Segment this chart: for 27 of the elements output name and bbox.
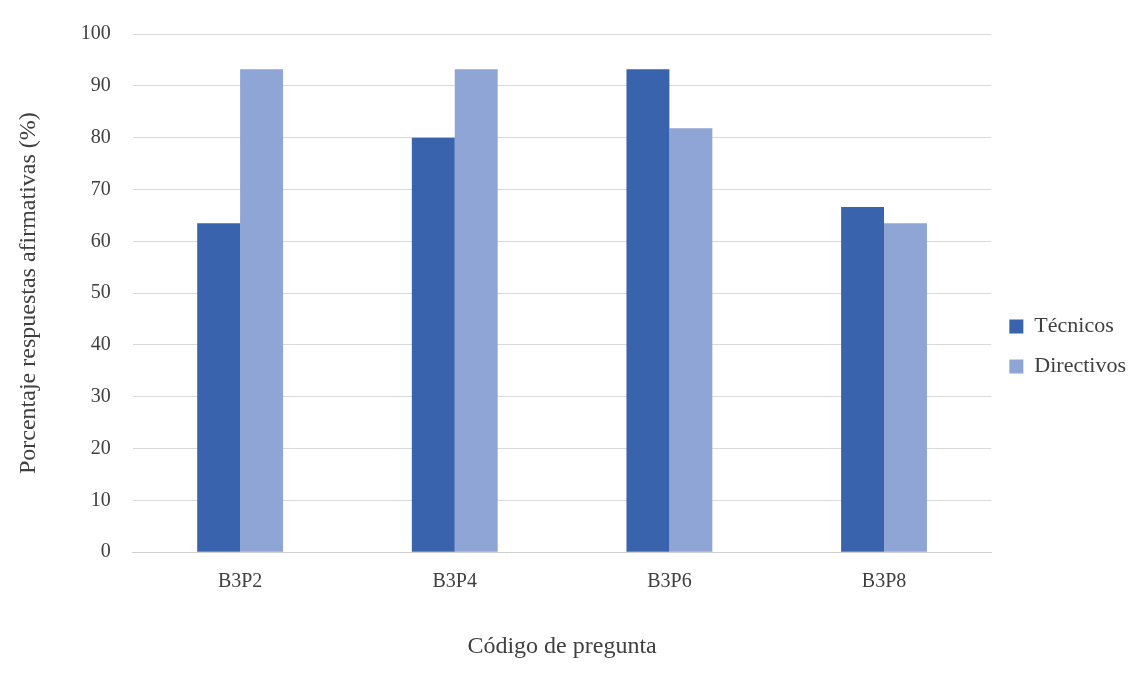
y-tick-label: 80 xyxy=(90,124,111,147)
bar xyxy=(240,69,284,552)
x-tick-label: B3P4 xyxy=(432,569,477,592)
y-tick-label: 100 xyxy=(80,21,111,44)
bar xyxy=(841,207,885,552)
x-tick-label: B3P8 xyxy=(861,569,907,592)
bar xyxy=(197,223,241,552)
y-tick-label: 20 xyxy=(90,435,111,458)
y-tick-label: 60 xyxy=(90,228,111,251)
y-tick-label: 0 xyxy=(100,539,111,562)
bar xyxy=(884,223,927,552)
bar xyxy=(411,137,455,552)
x-tick-label: B3P2 xyxy=(217,569,263,592)
bar xyxy=(454,69,498,552)
bar xyxy=(626,69,670,552)
y-tick-label: 40 xyxy=(90,332,111,355)
legend-label: Directivos xyxy=(1034,352,1127,378)
y-tick-label: 70 xyxy=(90,176,111,199)
x-axis-title: Código de pregunta xyxy=(467,631,658,658)
y-axis-title: Porcentaje respuestas afirmativas (%) xyxy=(13,112,40,475)
y-tick-label: 30 xyxy=(90,383,111,406)
y-tick-label: 10 xyxy=(90,487,111,510)
y-tick-label: 50 xyxy=(90,280,111,303)
x-tick-label: B3P6 xyxy=(647,569,692,592)
legend-label: Técnicos xyxy=(1034,312,1114,338)
bar xyxy=(669,128,713,552)
y-tick-label: 90 xyxy=(90,73,111,96)
